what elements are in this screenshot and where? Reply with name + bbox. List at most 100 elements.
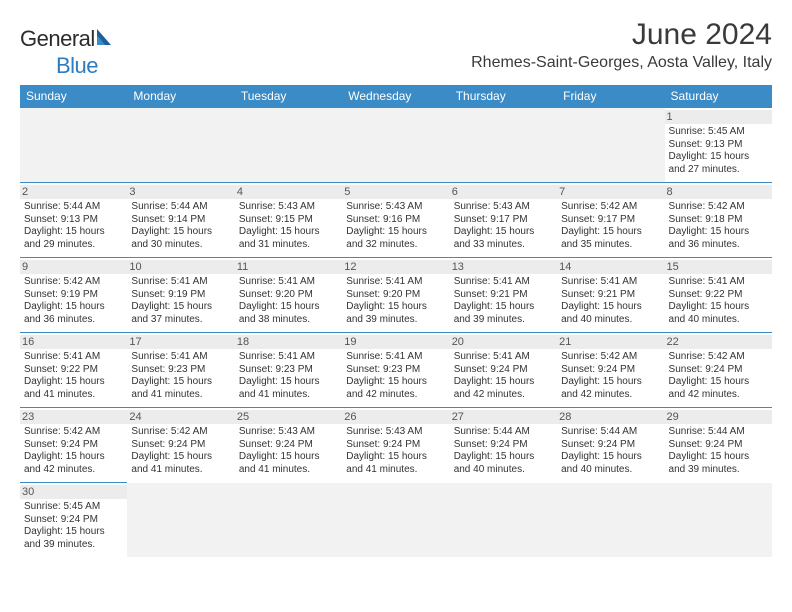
day-cell: 18Sunrise: 5:41 AMSunset: 9:23 PMDayligh…	[235, 333, 342, 408]
sunrise-text: Sunrise: 5:42 AM	[24, 276, 123, 289]
day-number: 26	[342, 410, 449, 424]
sunrise-text: Sunrise: 5:45 AM	[669, 126, 768, 139]
sunrise-text: Sunrise: 5:41 AM	[669, 276, 768, 289]
sunset-text: Sunset: 9:19 PM	[24, 289, 123, 302]
sunrise-text: Sunrise: 5:41 AM	[346, 351, 445, 364]
sunrise-text: Sunrise: 5:43 AM	[346, 426, 445, 439]
day-cell: 23Sunrise: 5:42 AMSunset: 9:24 PMDayligh…	[20, 408, 127, 483]
day-content: Sunrise: 5:41 AMSunset: 9:19 PMDaylight:…	[131, 276, 230, 326]
day-content: Sunrise: 5:41 AMSunset: 9:22 PMDaylight:…	[24, 351, 123, 401]
sunrise-text: Sunrise: 5:42 AM	[131, 426, 230, 439]
daylight-text: Daylight: 15 hours and 41 minutes.	[131, 451, 230, 476]
day-number: 20	[450, 335, 557, 349]
day-content: Sunrise: 5:41 AMSunset: 9:22 PMDaylight:…	[669, 276, 768, 326]
week-row: 23Sunrise: 5:42 AMSunset: 9:24 PMDayligh…	[20, 408, 772, 483]
day-number: 9	[20, 260, 127, 274]
sunrise-text: Sunrise: 5:41 AM	[346, 276, 445, 289]
day-cell: 25Sunrise: 5:43 AMSunset: 9:24 PMDayligh…	[235, 408, 342, 483]
day-content: Sunrise: 5:41 AMSunset: 9:20 PMDaylight:…	[239, 276, 338, 326]
sunrise-text: Sunrise: 5:45 AM	[24, 501, 123, 514]
col-friday: Friday	[557, 85, 664, 108]
sunrise-text: Sunrise: 5:44 AM	[561, 426, 660, 439]
col-sunday: Sunday	[20, 85, 127, 108]
day-number: 13	[450, 260, 557, 274]
day-content: Sunrise: 5:41 AMSunset: 9:20 PMDaylight:…	[346, 276, 445, 326]
daylight-text: Daylight: 15 hours and 42 minutes.	[561, 376, 660, 401]
day-cell: 17Sunrise: 5:41 AMSunset: 9:23 PMDayligh…	[127, 333, 234, 408]
daylight-text: Daylight: 15 hours and 41 minutes.	[346, 451, 445, 476]
logo-blue: Blue	[56, 53, 98, 78]
daylight-text: Daylight: 15 hours and 42 minutes.	[669, 376, 768, 401]
sunset-text: Sunset: 9:24 PM	[24, 439, 123, 452]
sunset-text: Sunset: 9:19 PM	[131, 289, 230, 302]
sunrise-text: Sunrise: 5:42 AM	[669, 351, 768, 364]
sunset-text: Sunset: 9:22 PM	[24, 364, 123, 377]
day-number: 10	[127, 260, 234, 274]
sunset-text: Sunset: 9:18 PM	[669, 214, 768, 227]
sunset-text: Sunset: 9:21 PM	[454, 289, 553, 302]
sunset-text: Sunset: 9:21 PM	[561, 289, 660, 302]
day-cell: 8 Sunrise: 5:42 AMSunset: 9:18 PMDaylight…	[665, 183, 772, 258]
day-number: 16	[20, 335, 127, 349]
sunrise-text: Sunrise: 5:42 AM	[669, 201, 768, 214]
title-block: June 2024 Rhemes-Saint-Georges, Aosta Va…	[471, 18, 772, 72]
month-title: June 2024	[471, 18, 772, 52]
day-number: 21	[557, 335, 664, 349]
sunset-text: Sunset: 9:24 PM	[239, 439, 338, 452]
day-number: 23	[20, 410, 127, 424]
day-content: Sunrise: 5:42 AMSunset: 9:18 PMDaylight:…	[669, 201, 768, 251]
daylight-text: Daylight: 15 hours and 39 minutes.	[669, 451, 768, 476]
day-cell: 14Sunrise: 5:41 AMSunset: 9:21 PMDayligh…	[557, 258, 664, 333]
daylight-text: Daylight: 15 hours and 40 minutes.	[669, 301, 768, 326]
week-row: 9Sunrise: 5:42 AMSunset: 9:19 PMDaylight…	[20, 258, 772, 333]
day-cell: 21 Sunrise: 5:42 AMSunset: 9:24 PMDayligh…	[557, 333, 664, 408]
sunset-text: Sunset: 9:24 PM	[24, 514, 123, 527]
day-number: 15	[665, 260, 772, 274]
day-content: Sunrise: 5:42 AMSunset: 9:24 PMDaylight:…	[561, 351, 660, 401]
day-cell: 13 Sunrise: 5:41 AMSunset: 9:21 PMDayligh…	[450, 258, 557, 333]
day-cell	[450, 483, 557, 558]
day-cell	[450, 108, 557, 183]
daylight-text: Daylight: 15 hours and 40 minutes.	[561, 301, 660, 326]
daylight-text: Daylight: 15 hours and 40 minutes.	[561, 451, 660, 476]
sunset-text: Sunset: 9:15 PM	[239, 214, 338, 227]
sunset-text: Sunset: 9:24 PM	[346, 439, 445, 452]
sunset-text: Sunset: 9:24 PM	[454, 439, 553, 452]
day-cell	[557, 108, 664, 183]
sunrise-text: Sunrise: 5:41 AM	[131, 276, 230, 289]
day-cell: 6Sunrise: 5:43 AMSunset: 9:17 PMDaylight…	[450, 183, 557, 258]
day-number: 28	[557, 410, 664, 424]
daylight-text: Daylight: 15 hours and 33 minutes.	[454, 226, 553, 251]
day-number: 8	[665, 185, 772, 199]
day-cell	[235, 108, 342, 183]
day-cell: 7Sunrise: 5:42 AMSunset: 9:17 PMDaylight…	[557, 183, 664, 258]
sunrise-text: Sunrise: 5:43 AM	[346, 201, 445, 214]
sunset-text: Sunset: 9:23 PM	[239, 364, 338, 377]
daylight-text: Daylight: 15 hours and 27 minutes.	[669, 151, 768, 176]
sunrise-text: Sunrise: 5:41 AM	[454, 276, 553, 289]
day-content: Sunrise: 5:45 AMSunset: 9:24 PMDaylight:…	[24, 501, 123, 551]
sunrise-text: Sunrise: 5:44 AM	[131, 201, 230, 214]
sunset-text: Sunset: 9:24 PM	[454, 364, 553, 377]
day-content: Sunrise: 5:41 AMSunset: 9:21 PMDaylight:…	[561, 276, 660, 326]
day-content: Sunrise: 5:42 AMSunset: 9:24 PMDaylight:…	[131, 426, 230, 476]
header-row: Sunday Monday Tuesday Wednesday Thursday…	[20, 85, 772, 108]
daylight-text: Daylight: 15 hours and 39 minutes.	[24, 526, 123, 551]
sunset-text: Sunset: 9:24 PM	[561, 439, 660, 452]
day-content: Sunrise: 5:42 AMSunset: 9:19 PMDaylight:…	[24, 276, 123, 326]
day-number: 6	[450, 185, 557, 199]
sunset-text: Sunset: 9:20 PM	[346, 289, 445, 302]
day-cell	[20, 108, 127, 183]
day-cell: 30Sunrise: 5:45 AMSunset: 9:24 PMDayligh…	[20, 483, 127, 558]
day-number: 5	[342, 185, 449, 199]
day-number: 25	[235, 410, 342, 424]
sunrise-text: Sunrise: 5:41 AM	[239, 351, 338, 364]
daylight-text: Daylight: 15 hours and 39 minutes.	[346, 301, 445, 326]
day-content: Sunrise: 5:41 AMSunset: 9:23 PMDaylight:…	[346, 351, 445, 401]
col-saturday: Saturday	[665, 85, 772, 108]
daylight-text: Daylight: 15 hours and 39 minutes.	[454, 301, 553, 326]
day-content: Sunrise: 5:45 AMSunset: 9:13 PMDaylight:…	[669, 126, 768, 176]
day-number: 22	[665, 335, 772, 349]
day-number: 18	[235, 335, 342, 349]
col-monday: Monday	[127, 85, 234, 108]
